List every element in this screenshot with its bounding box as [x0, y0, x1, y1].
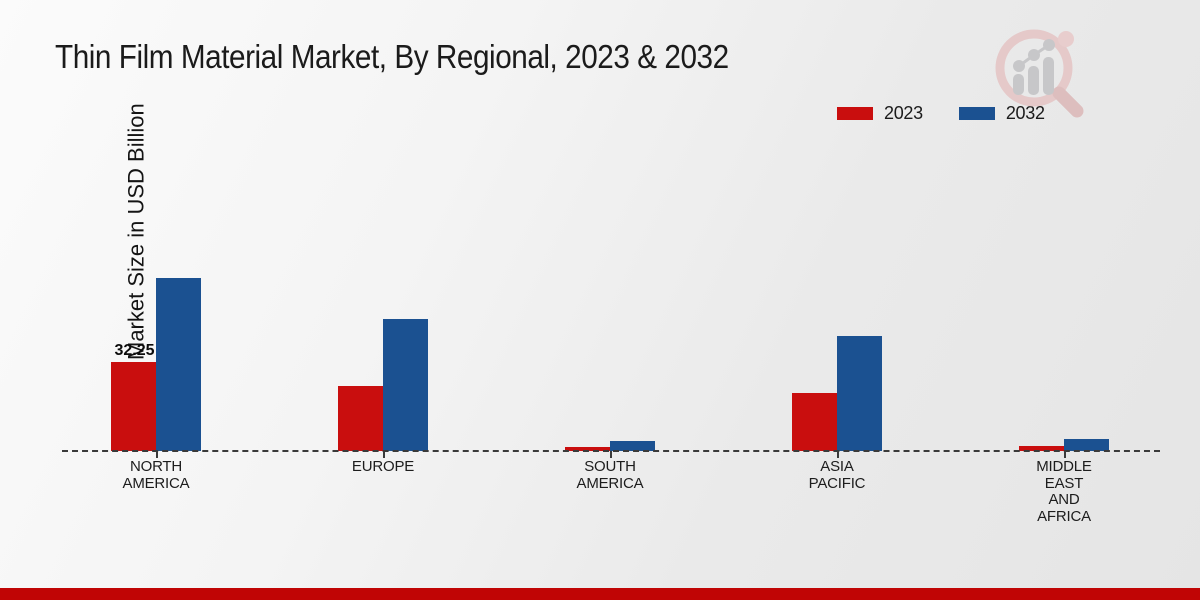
- bar-north-america-2023: [111, 362, 156, 451]
- bar-south-america-2023: [565, 446, 610, 451]
- category-label-europe: EUROPE: [351, 458, 415, 475]
- legend-swatch-2032: [958, 107, 995, 120]
- category-label-south-america: SOUTH AMERICA: [576, 458, 644, 492]
- data-label-north-america-2023: 32.25: [114, 342, 155, 359]
- bar-north-america-2032: [156, 277, 201, 451]
- category-label-asia-pacific: ASIA PACIFIC: [808, 458, 866, 492]
- legend: 2023 2032: [837, 103, 1045, 124]
- chart-title: Thin Film Material Market, By Regional, …: [55, 38, 729, 75]
- x-tick-north-america: [156, 451, 158, 458]
- x-tick-europe: [383, 451, 385, 458]
- legend-item-2023: 2023: [837, 103, 923, 124]
- bar-middle-east-and-africa-2032: [1064, 439, 1109, 451]
- bar-asia-pacific-2023: [792, 393, 837, 451]
- x-tick-south-america: [610, 451, 612, 458]
- legend-item-2032: 2032: [958, 103, 1045, 124]
- bar-south-america-2032: [610, 441, 655, 451]
- bar-europe-2032: [383, 319, 428, 451]
- x-tick-asia-pacific: [837, 451, 839, 458]
- category-label-north-america: NORTH AMERICA: [122, 458, 190, 492]
- bar-middle-east-and-africa-2023: [1019, 446, 1064, 451]
- legend-swatch-2023: [837, 107, 873, 120]
- market-research-growth-magnifier-logo: [995, 29, 1084, 118]
- legend-label-2023: 2023: [884, 103, 923, 123]
- legend-label-2032: 2032: [1005, 103, 1045, 123]
- category-label-middle-east-and-africa: MIDDLE EAST AND AFRICA: [1036, 458, 1092, 525]
- x-tick-middle-east-and-africa: [1064, 451, 1066, 458]
- bar-asia-pacific-2032: [837, 335, 882, 451]
- bar-europe-2023: [338, 386, 383, 451]
- footer-red-strip: [0, 588, 1200, 600]
